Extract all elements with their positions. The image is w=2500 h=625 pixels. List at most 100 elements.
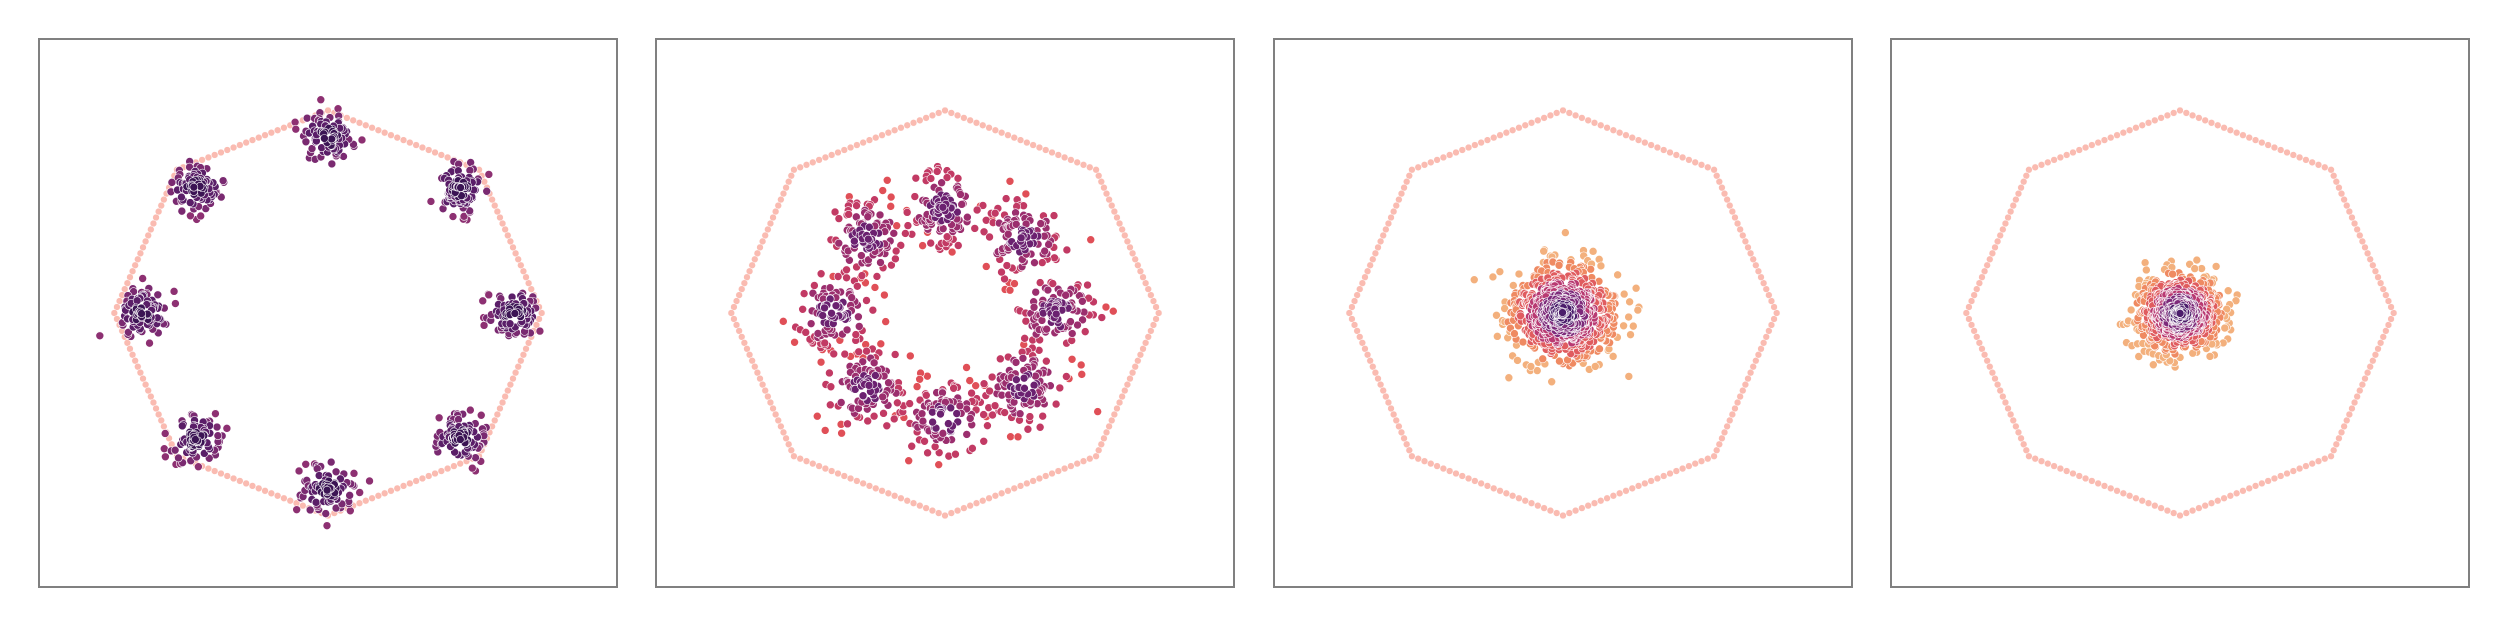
scatter-point [938,429,948,438]
scatter-point [196,211,205,221]
scatter-point [316,95,326,105]
boundary-marker [1348,315,1356,323]
scatter-point [816,357,826,367]
boundary-marker [772,207,780,216]
boundary-marker [922,114,930,122]
boundary-marker [123,279,132,287]
scatter-point [1488,272,1498,282]
boundary-marker [756,374,764,383]
boundary-marker [2014,428,2023,437]
scatter-point [857,251,866,260]
boundary-marker [1452,148,1460,157]
boundary-marker [1490,484,1498,493]
boundary-marker [211,151,219,159]
boundary-marker [1993,237,2002,246]
boundary-marker [1016,136,1025,144]
boundary-marker [1978,345,1986,353]
boundary-marker [1744,243,1752,252]
boundary-marker [859,138,867,147]
scatter-point [1067,354,1077,364]
scatter-point [934,448,944,457]
scatter-plot-2 [727,106,1163,520]
scatter-point [979,379,989,389]
scatter-point [345,491,354,500]
boundary-marker [2031,163,2039,171]
scatter-point [510,309,520,318]
scatter-point [988,410,997,420]
boundary-marker [267,129,275,137]
scatter-point [1633,305,1643,315]
scatter-point [918,416,928,426]
boundary-marker [1496,487,1504,495]
boundary-marker [732,321,741,329]
boundary-marker [928,111,937,120]
boundary-marker [2233,489,2241,497]
boundary-marker [2308,158,2316,167]
scatter-point [893,398,902,408]
boundary-marker [1458,472,1466,480]
boundary-marker [506,237,515,246]
boundary-marker [2201,116,2209,124]
boundary-marker [761,386,769,395]
scatter-point [326,457,336,467]
boundary-marker [1067,462,1075,470]
boundary-marker [2207,119,2216,127]
scatter-point [186,211,195,221]
boundary-marker [1048,469,1056,478]
boundary-marker [2163,506,2172,515]
boundary-marker [758,237,767,246]
boundary-marker [286,497,294,505]
boundary-marker [1446,151,1454,159]
scatter-point [301,137,311,147]
boundary-marker [1502,489,1510,497]
boundary-marker [2151,502,2159,510]
boundary-marker [1042,472,1050,480]
scatter-point [936,409,945,419]
boundary-marker [493,207,502,216]
boundary-marker [1616,489,1624,497]
boundary-marker [223,146,231,154]
boundary-marker [1757,273,1765,281]
boundary-marker [2163,111,2172,120]
scatter-point [2223,286,2233,296]
scatter-point [926,238,936,248]
boundary-marker [2376,339,2385,347]
boundary-marker [985,124,993,132]
scatter-point [1030,258,1039,267]
boundary-marker [1691,459,1699,468]
boundary-marker [2132,494,2140,502]
boundary-marker [1996,231,2004,240]
boundary-marker [1147,291,1155,299]
scatter-panel-3 [1273,38,1853,588]
boundary-marker [979,121,987,129]
boundary-marker [1400,184,1408,192]
boundary-marker [756,243,764,252]
boundary-marker [777,422,785,431]
boundary-marker [2007,410,2015,419]
scatter-point [962,430,972,439]
boundary-marker [1534,116,1542,124]
boundary-marker [1348,303,1356,311]
boundary-marker [1023,479,1031,488]
boundary-marker [2350,219,2359,228]
boundary-marker [2343,201,2351,210]
boundary-marker [1023,138,1031,147]
boundary-marker [355,499,364,507]
boundary-marker [779,190,788,198]
scatter-point [1011,220,1021,229]
scatter-point [331,467,341,477]
boundary-marker [979,497,987,505]
boundary-marker [2138,497,2146,505]
boundary-marker [1978,273,1986,281]
boundary-marker [1079,161,1088,169]
boundary-marker [2302,462,2310,470]
scatter-point [218,176,228,185]
boundary-marker [1126,243,1134,252]
scatter-point [1631,283,1641,293]
boundary-marker [131,261,139,269]
boundary-marker [152,404,160,413]
scatter-point [987,372,997,382]
scatter-point [1029,302,1039,312]
boundary-marker [751,363,759,371]
scatter-points [2116,255,2242,372]
